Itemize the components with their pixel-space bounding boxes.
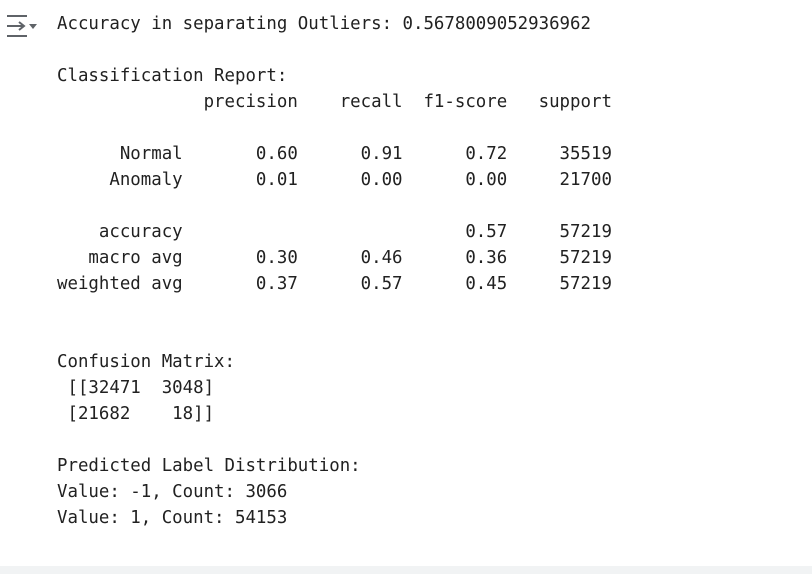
blank-line xyxy=(57,115,612,141)
confusion-matrix-row-1: [[32471 3048] xyxy=(57,378,215,398)
distribution-row-1: Value: 1, Count: 54153 xyxy=(57,508,288,528)
confusion-matrix-heading: Confusion Matrix: xyxy=(57,352,235,372)
report-row-weighted-avg: weighted avg 0.37 0.57 0.45 57219 xyxy=(57,274,612,294)
blank-line xyxy=(57,427,612,453)
cell-output-text: Accuracy in separating Outliers: 0.56780… xyxy=(57,11,612,531)
report-row-accuracy: accuracy 0.57 57219 xyxy=(57,222,612,242)
distribution-heading: Predicted Label Distribution: xyxy=(57,456,361,476)
output-collapse-icon[interactable] xyxy=(5,12,39,42)
distribution-row-neg1: Value: -1, Count: 3066 xyxy=(57,482,288,502)
report-header-row: precision recall f1-score support xyxy=(57,92,612,112)
report-row-normal: Normal 0.60 0.91 0.72 35519 xyxy=(57,144,612,164)
confusion-matrix-row-2: [21682 18]] xyxy=(57,404,215,424)
blank-line xyxy=(57,297,612,323)
accuracy-line: Accuracy in separating Outliers: 0.56780… xyxy=(57,14,591,34)
cell-output-gutter xyxy=(0,0,46,574)
blank-line xyxy=(57,323,612,349)
report-row-anomaly: Anomaly 0.01 0.00 0.00 21700 xyxy=(57,170,612,190)
report-heading: Classification Report: xyxy=(57,66,288,86)
blank-line xyxy=(57,37,612,63)
report-row-macro-avg: macro avg 0.30 0.46 0.36 57219 xyxy=(57,248,612,268)
blank-line xyxy=(57,193,612,219)
cell-bottom-border xyxy=(0,566,812,574)
